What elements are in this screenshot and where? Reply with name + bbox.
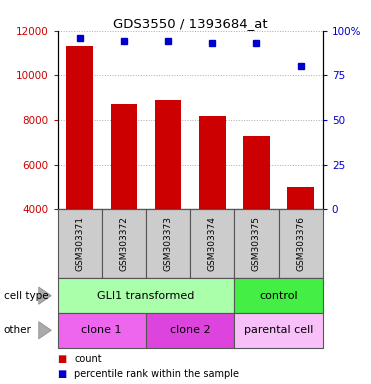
- Bar: [279, 209, 323, 278]
- Text: GLI1 transformed: GLI1 transformed: [97, 291, 195, 301]
- Bar: [111, 104, 137, 209]
- Bar: [102, 209, 146, 278]
- Bar: [243, 136, 270, 209]
- Bar: [234, 313, 323, 348]
- Bar: [199, 116, 226, 209]
- Bar: [58, 209, 102, 278]
- Text: GSM303372: GSM303372: [119, 217, 128, 271]
- Bar: [58, 278, 234, 313]
- Bar: [288, 187, 314, 209]
- Text: clone 2: clone 2: [170, 325, 210, 335]
- Text: count: count: [74, 354, 102, 364]
- Text: GSM303375: GSM303375: [252, 216, 261, 271]
- Text: control: control: [259, 291, 298, 301]
- Polygon shape: [39, 322, 51, 339]
- Bar: [155, 100, 181, 209]
- Bar: [66, 46, 93, 209]
- Text: parental cell: parental cell: [244, 325, 313, 335]
- Text: GSM303374: GSM303374: [208, 217, 217, 271]
- Bar: [58, 313, 146, 348]
- Bar: [146, 209, 190, 278]
- Bar: [190, 209, 234, 278]
- Bar: [234, 278, 323, 313]
- Text: ■: ■: [58, 354, 67, 364]
- Polygon shape: [39, 287, 51, 304]
- Text: other: other: [4, 325, 32, 335]
- Text: GSM303373: GSM303373: [164, 216, 173, 271]
- Bar: [146, 313, 234, 348]
- Bar: [234, 209, 279, 278]
- Text: GSM303376: GSM303376: [296, 216, 305, 271]
- Text: clone 1: clone 1: [82, 325, 122, 335]
- Text: GSM303371: GSM303371: [75, 216, 84, 271]
- Title: GDS3550 / 1393684_at: GDS3550 / 1393684_at: [113, 17, 267, 30]
- Text: cell type: cell type: [4, 291, 48, 301]
- Text: ■: ■: [58, 369, 67, 379]
- Text: percentile rank within the sample: percentile rank within the sample: [74, 369, 239, 379]
